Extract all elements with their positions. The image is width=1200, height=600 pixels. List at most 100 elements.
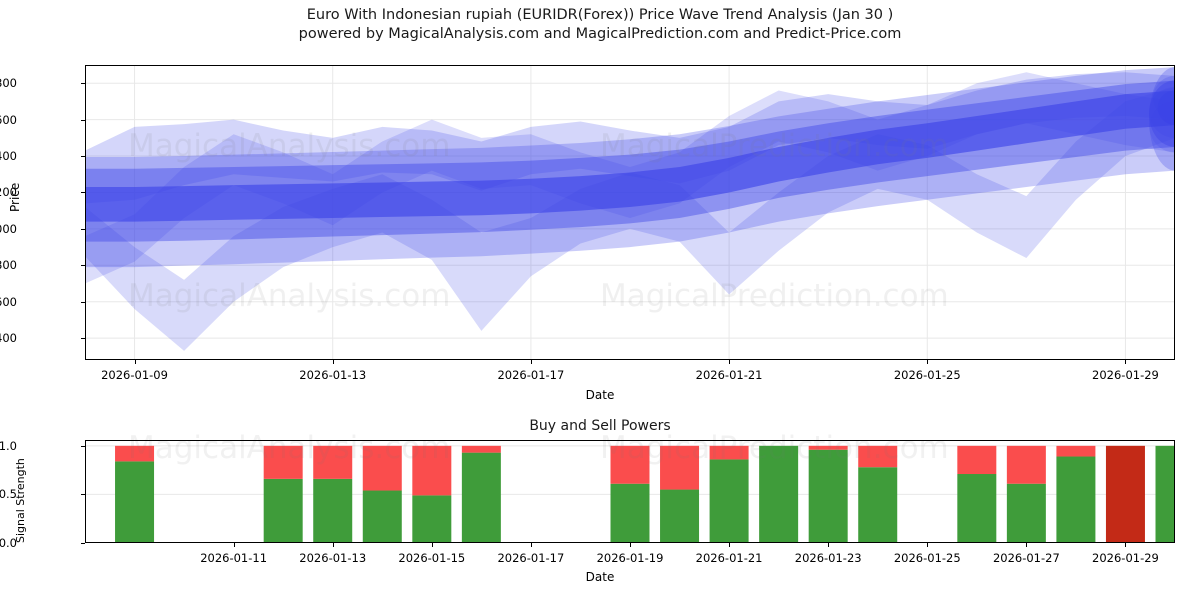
- wave-band-wave-overlay-a: [85, 72, 1175, 204]
- signal-xtick-mark: [332, 543, 334, 547]
- signal-ytick-label: 1.0: [0, 438, 17, 453]
- price-ytick-mark: [81, 119, 85, 121]
- price-ytick-label: 19000: [0, 221, 17, 236]
- chart-title-block: Euro With Indonesian rupiah (EURIDR(Fore…: [0, 6, 1200, 44]
- price-xtick-label: 2026-01-21: [695, 368, 763, 382]
- buy-power-bar: [808, 449, 848, 543]
- signal-xtick-mark: [233, 543, 235, 547]
- buy-power-bar: [313, 478, 353, 543]
- price-xtick-label: 2026-01-13: [299, 368, 367, 382]
- price-wave-canvas: [85, 65, 1175, 360]
- sell-power-bar: [808, 445, 848, 450]
- signal-ytick-mark: [81, 445, 85, 447]
- buy-sell-canvas: [85, 445, 1175, 543]
- sell-power-bar: [1006, 445, 1046, 484]
- signal-ytick-mark: [81, 543, 85, 544]
- signal-xtick-label: 2026-01-23: [794, 551, 862, 565]
- price-xtick-label: 2026-01-09: [101, 368, 168, 382]
- sell-power-bar: [115, 445, 155, 462]
- signal-xtick-label: 2026-01-17: [497, 551, 565, 565]
- sell-power-bar: [610, 445, 650, 484]
- price-xtick-mark: [729, 360, 731, 364]
- signal-xtick-mark: [927, 543, 929, 547]
- price-ytick-label: 19400: [0, 149, 17, 164]
- signal-xtick-label: 2026-01-19: [596, 551, 664, 565]
- price-ytick-mark: [81, 192, 85, 194]
- signal-xtick-mark: [431, 543, 433, 547]
- price-ytick-label: 18600: [0, 294, 17, 309]
- price-wave-chart: [85, 65, 1175, 360]
- signal-xtick-mark: [828, 543, 830, 547]
- price-xtick-label: 2026-01-25: [893, 368, 961, 382]
- price-ytick-mark: [81, 265, 85, 267]
- buy-power-bar: [957, 474, 997, 543]
- price-xtick-mark: [530, 360, 532, 364]
- signal-xtick-label: 2026-01-15: [398, 551, 466, 565]
- buy-power-bar: [610, 483, 650, 543]
- signal-xtick-label: 2026-01-21: [695, 551, 763, 565]
- buy-power-bar: [263, 478, 303, 543]
- signal-xtick-mark: [1125, 543, 1127, 547]
- signal-xtick-label: 2026-01-13: [299, 551, 367, 565]
- buy-power-bar: [115, 461, 155, 543]
- price-xtick-mark: [1125, 360, 1127, 364]
- signal-xtick-mark: [530, 543, 532, 547]
- buy-power-bar: [858, 467, 898, 543]
- price-ytick-label: 19800: [0, 76, 17, 91]
- buy-power-bar: [759, 445, 799, 543]
- title-line-2: powered by MagicalAnalysis.com and Magic…: [298, 26, 902, 42]
- signal-xtick-label: 2026-01-25: [893, 551, 961, 565]
- signal-xtick-label: 2026-01-29: [1092, 551, 1159, 565]
- price-ytick-mark: [81, 83, 85, 85]
- sell-power-bar: [362, 445, 402, 491]
- price-ytick-mark: [81, 156, 85, 158]
- wave-band-outer-band-3: [85, 67, 1175, 268]
- wave-band-cap: [1149, 67, 1175, 171]
- wave-bands: [85, 67, 1175, 351]
- price-ytick-label: 19600: [0, 112, 17, 127]
- sell-power-bar: [263, 445, 303, 479]
- wave-band-cap: [1153, 75, 1175, 120]
- sell-power-bar: [1105, 445, 1145, 543]
- signal-bars: [115, 445, 1175, 543]
- signal-ytick-label: 0.0: [0, 536, 17, 550]
- price-ytick-label: 19200: [0, 185, 17, 200]
- signal-ytick-label: 0.5: [0, 487, 17, 502]
- signal-xtick-label: 2026-01-11: [200, 551, 268, 565]
- sell-power-bar: [858, 445, 898, 468]
- wave-band-wave-overlay-c: [85, 72, 1175, 284]
- signal-xtick-mark: [1026, 543, 1028, 547]
- wave-band-cap: [1157, 90, 1175, 126]
- buy-sell-chart: [85, 440, 1175, 543]
- buy-power-bar: [709, 459, 749, 543]
- sell-power-bar: [709, 445, 749, 460]
- sell-power-bar: [313, 445, 353, 479]
- sell-power-bar: [412, 445, 452, 496]
- price-ytick-label: 18800: [0, 258, 17, 273]
- price-xaxis-label: Date: [585, 388, 615, 402]
- wave-band-cap: [1149, 86, 1175, 138]
- price-xtick-label: 2026-01-17: [497, 368, 565, 382]
- price-xtick-label: 2026-01-29: [1092, 368, 1159, 382]
- price-ytick-mark: [81, 338, 85, 340]
- signal-ytick-mark: [81, 494, 85, 496]
- sell-power-bar: [1056, 445, 1096, 457]
- price-xtick-mark: [927, 360, 929, 364]
- signal-xtick-label: 2026-01-27: [992, 551, 1060, 565]
- buy-power-bar: [362, 490, 402, 543]
- signal-xtick-mark: [630, 543, 631, 547]
- wave-band-cap: [1149, 80, 1175, 147]
- sell-power-bar: [461, 445, 501, 453]
- signal-xtick-mark: [729, 543, 731, 547]
- buy-power-bar: [660, 489, 700, 543]
- wave-band-inner-band-2: [85, 80, 1175, 242]
- title-line-1: Euro With Indonesian rupiah (EURIDR(Fore…: [306, 7, 894, 23]
- price-xtick-mark: [134, 360, 136, 364]
- buy-power-bar: [461, 452, 501, 543]
- sell-power-bar: [957, 445, 997, 475]
- price-ytick-label: 18400: [0, 331, 17, 346]
- wave-band-core-trend-band: [85, 90, 1175, 222]
- price-ytick-mark: [81, 301, 85, 303]
- wave-band-wave-overlay-b: [85, 86, 1175, 351]
